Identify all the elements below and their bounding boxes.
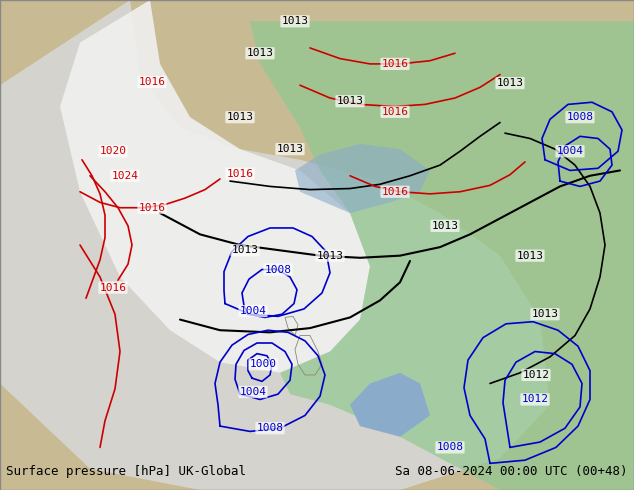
Polygon shape [350,373,430,437]
Text: 1016: 1016 [138,77,165,87]
Text: 1008: 1008 [436,442,463,452]
Text: 1008: 1008 [257,423,283,433]
Text: 1013: 1013 [337,96,363,106]
Polygon shape [60,0,370,373]
Text: 1016: 1016 [382,187,408,197]
Text: 1013: 1013 [231,245,259,255]
Text: 1013: 1013 [496,78,524,88]
Text: 1013: 1013 [316,251,344,261]
Text: 1016: 1016 [382,107,408,117]
Text: 1004: 1004 [557,146,583,156]
Polygon shape [295,144,430,213]
Text: Surface pressure [hPa] UK-Global: Surface pressure [hPa] UK-Global [6,465,247,478]
Polygon shape [0,0,550,490]
Text: 1024: 1024 [112,171,138,181]
Text: 1016: 1016 [138,203,165,213]
Text: 1013: 1013 [281,16,309,26]
Text: 1016: 1016 [100,283,127,293]
Text: 1004: 1004 [240,306,266,316]
Text: 1016: 1016 [382,59,408,69]
Text: 1000: 1000 [250,359,276,369]
Text: 1013: 1013 [517,251,543,261]
Text: 1020: 1020 [100,146,127,156]
Text: 1008: 1008 [567,112,593,122]
Text: 1008: 1008 [264,265,292,274]
Text: 1016: 1016 [226,169,254,179]
Text: 1013: 1013 [226,112,254,122]
Text: 1013: 1013 [247,48,273,58]
Polygon shape [250,21,634,490]
Text: 1013: 1013 [432,221,458,231]
Text: 1012: 1012 [522,370,550,380]
Text: 1013: 1013 [276,144,304,154]
Text: 1004: 1004 [240,387,266,397]
Text: Sa 08-06-2024 00:00 UTC (00+48): Sa 08-06-2024 00:00 UTC (00+48) [395,465,628,478]
Text: 1012: 1012 [522,394,548,404]
Text: 1013: 1013 [531,309,559,319]
